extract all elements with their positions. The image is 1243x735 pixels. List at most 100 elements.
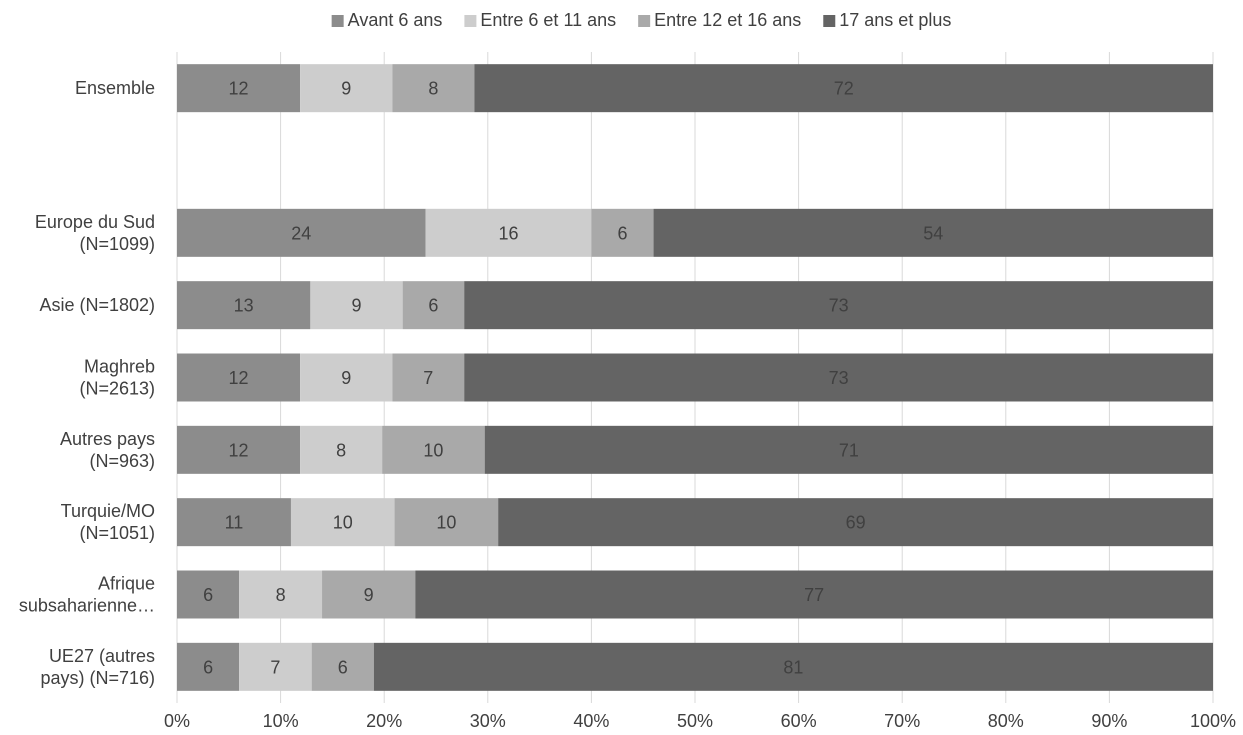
legend-label: Entre 12 et 16 ans <box>654 10 801 30</box>
bar-segment <box>239 570 323 619</box>
category-label: (N=963) <box>89 451 155 471</box>
bar-segment <box>464 281 1214 330</box>
data-label: 12 <box>229 79 249 99</box>
data-label: 6 <box>203 657 213 677</box>
data-label: 11 <box>225 513 244 533</box>
bar-segment <box>311 642 374 691</box>
category-label: Asie (N=1802) <box>39 295 155 315</box>
data-label: 16 <box>499 223 519 243</box>
x-tick-label: 20% <box>366 711 402 731</box>
bar-segment <box>310 281 403 330</box>
bar-segment <box>177 642 240 691</box>
bar-segment <box>322 570 416 619</box>
category-label: (N=2613) <box>79 379 155 399</box>
x-tick-label: 40% <box>573 711 609 731</box>
category-label: UE27 (autres <box>49 646 155 666</box>
legend-label: 17 ans et plus <box>839 10 951 30</box>
bar-segment <box>402 281 465 330</box>
data-label: 10 <box>333 513 353 533</box>
data-label: 81 <box>783 657 803 677</box>
data-label: 6 <box>338 657 348 677</box>
x-tick-label: 30% <box>470 711 506 731</box>
bar-segment <box>464 353 1214 402</box>
bar-segment <box>177 498 291 547</box>
bar-segment <box>177 353 301 402</box>
bar-segment <box>394 498 499 547</box>
x-tick-label: 60% <box>781 711 817 731</box>
bar-segment <box>300 64 393 113</box>
category-label: Ensemble <box>75 78 155 98</box>
data-label: 10 <box>423 440 443 460</box>
legend-label: Avant 6 ans <box>348 10 443 30</box>
legend-item: Entre 6 et 11 ans <box>464 10 616 30</box>
data-label: 6 <box>203 585 213 605</box>
bar-segment <box>177 425 301 474</box>
category-label: Autres pays <box>60 429 155 449</box>
data-label: 73 <box>829 368 849 388</box>
bar-segment <box>392 64 475 113</box>
legend-label: Entre 6 et 11 ans <box>480 10 616 30</box>
data-label: 12 <box>229 368 249 388</box>
category-label: pays) (N=716) <box>40 668 155 688</box>
bar-segment <box>591 208 654 257</box>
bar-segment <box>382 425 485 474</box>
data-label: 54 <box>923 223 943 243</box>
category-label: Europe du Sud <box>35 212 155 232</box>
x-axis-tick-labels: 0% 10% 20% 30% 40% 50% 60% 70% 80% 90% 100% <box>164 711 1236 731</box>
bar-segment <box>239 642 312 691</box>
category-label: (N=1099) <box>79 234 155 254</box>
data-label: 10 <box>436 513 456 533</box>
data-label: 72 <box>834 79 854 99</box>
bar-segment <box>415 570 1213 619</box>
data-label: 13 <box>234 296 254 316</box>
data-label: 9 <box>351 296 361 316</box>
bar-segment <box>425 208 592 257</box>
legend-swatch <box>638 15 651 27</box>
bar-segment <box>498 498 1213 547</box>
bar-segment <box>653 208 1213 257</box>
data-label: 7 <box>423 368 433 388</box>
legend-item: Avant 6 ans <box>331 10 443 30</box>
bar-segment <box>392 353 465 402</box>
legend-swatch <box>464 15 477 27</box>
data-label: 8 <box>428 79 438 99</box>
bar-segment <box>474 64 1213 113</box>
data-label: 6 <box>617 223 627 243</box>
x-tick-label: 70% <box>884 711 920 731</box>
x-tick-label: 100% <box>1190 711 1236 731</box>
x-tick-label: 80% <box>988 711 1024 731</box>
legend-item: Entre 12 et 16 ans <box>638 10 801 30</box>
x-tick-label: 50% <box>677 711 713 731</box>
bar-segment <box>177 570 240 619</box>
legend-item: 17 ans et plus <box>823 10 951 30</box>
category-label: Maghreb <box>84 357 155 377</box>
x-tick-label: 90% <box>1091 711 1127 731</box>
data-label: 71 <box>839 440 859 460</box>
data-label: 6 <box>428 296 438 316</box>
category-label: Afrique <box>98 574 155 594</box>
bar-segment <box>177 208 426 257</box>
data-label: 8 <box>336 440 346 460</box>
data-label: 24 <box>291 223 311 243</box>
data-label: 69 <box>846 513 866 533</box>
legend-swatch <box>331 15 344 27</box>
category-label: (N=1051) <box>79 523 155 543</box>
data-label: 77 <box>804 585 824 605</box>
bar-segment <box>300 425 383 474</box>
data-label: 9 <box>341 79 351 99</box>
data-label: 9 <box>341 368 351 388</box>
x-tick-label: 10% <box>263 711 299 731</box>
legend: Avant 6 ans Entre 6 et 11 ans Entre 12 et … <box>331 10 951 30</box>
bar-segment <box>177 281 311 330</box>
category-label: Turquie/MO <box>61 501 155 521</box>
bar-segment <box>290 498 395 547</box>
category-label: subsaharienne… <box>19 596 155 616</box>
bar-segment <box>300 353 393 402</box>
x-tick-label: 0% <box>164 711 190 731</box>
data-label: 8 <box>276 585 286 605</box>
data-label: 7 <box>270 657 280 677</box>
data-label: 73 <box>829 296 849 316</box>
